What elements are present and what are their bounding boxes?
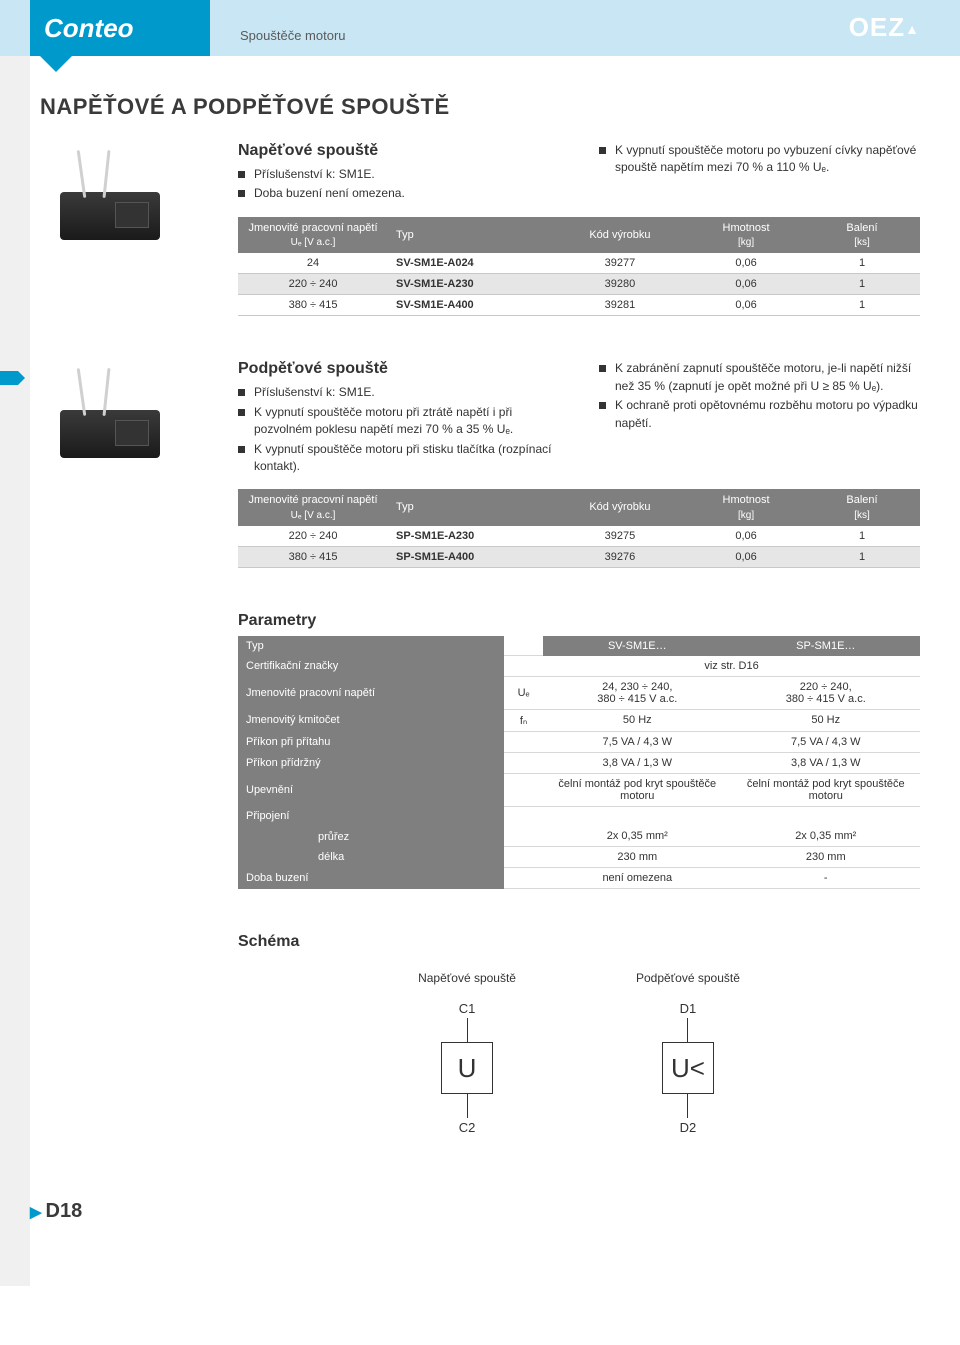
table-row: 380 ÷ 415SP-SM1E-A400392760,061	[238, 546, 920, 567]
schema-label: Napěťové spouště	[418, 971, 516, 985]
section-title: Podpěťové spouště	[238, 360, 559, 378]
table-row: 220 ÷ 240SP-SM1E-A230392750,061	[238, 526, 920, 547]
table-row: 24SV-SM1E-A024392770,061	[238, 253, 920, 274]
bullet-list: Příslušenství k: SM1E. K vypnutí spouštěč…	[238, 384, 559, 475]
section-marker-icon	[0, 371, 18, 385]
bullet-item: Příslušenství k: SM1E.	[238, 384, 559, 401]
section-title: Parametry	[238, 612, 920, 630]
table-row: Jmenovitý kmitočetfₙ50 Hz50 Hz	[238, 709, 920, 731]
bullet-item: Doba buzení není omezena.	[238, 185, 559, 202]
table-parameters: TypSV-SM1E…SP-SM1E…Certifikační značkyvi…	[238, 636, 920, 890]
table-row: Příkon přídržný3,8 VA / 1,3 W3,8 VA / 1,…	[238, 752, 920, 773]
terminal-top: D1	[636, 1001, 740, 1016]
terminal-bottom: D2	[636, 1120, 740, 1135]
product-image-voltage-release	[40, 152, 180, 252]
section-parameters: Parametry TypSV-SM1E…SP-SM1E…Certifikačn…	[238, 612, 920, 890]
bullet-item: K vypnutí spouštěče motoru při ztrátě na…	[238, 404, 559, 439]
terminal-top: C1	[418, 1001, 516, 1016]
table-row: 380 ÷ 415SV-SM1E-A400392810,061	[238, 295, 920, 316]
left-index-strip	[0, 56, 30, 1286]
table-row: Příkon při přítahu7,5 VA / 4,3 W7,5 VA /…	[238, 731, 920, 752]
table-voltage-release: Jmenovité pracovní napětí Uₑ [V a.c.] Ty…	[238, 217, 920, 317]
table-row: průřez2x 0,35 mm²2x 0,35 mm²	[238, 826, 920, 847]
page-title: NAPĚŤOVÉ A PODPĚŤOVÉ SPOUŠTĚ	[40, 94, 920, 120]
section-voltage-release: Napěťové spouště Příslušenství k: SM1E. D…	[238, 142, 920, 316]
schema-undervoltage: Podpěťové spouště D1 U< D2	[636, 971, 740, 1137]
bullet-list: K vypnutí spouštěče motoru po vybuzení c…	[599, 142, 920, 177]
section-schema: Schéma Napěťové spouště C1 U C2 Podpěťov…	[238, 933, 920, 1137]
table-row: Doba buzenínení omezena-	[238, 868, 920, 889]
triangle-icon: ▶	[30, 1204, 42, 1221]
table-row: TypSV-SM1E…SP-SM1E…	[238, 636, 920, 656]
bullet-list: K zabránění zapnutí spouštěče motoru, je…	[599, 360, 920, 432]
table-row: Jmenovité pracovní napětíUₑ24, 230 ÷ 240…	[238, 676, 920, 709]
page-number: ▶D18	[30, 1200, 82, 1223]
bullet-item: K vypnutí spouštěče motoru po vybuzení c…	[599, 142, 920, 177]
table-undervoltage-release: Jmenovité pracovní napětí Uₑ [V a.c.] Ty…	[238, 489, 920, 568]
bullet-item: K vypnutí spouštěče motoru při stisku tl…	[238, 441, 559, 476]
table-row: délka230 mm230 mm	[238, 847, 920, 868]
section-title: Schéma	[238, 933, 920, 951]
product-image-undervoltage-release	[40, 370, 180, 470]
table-row: Certifikační značkyviz str. D16	[238, 656, 920, 677]
brand-tab: Conteo	[30, 0, 210, 56]
schema-label: Podpěťové spouště	[636, 971, 740, 985]
schema-voltage: Napěťové spouště C1 U C2	[418, 971, 516, 1137]
table-row: 220 ÷ 240SV-SM1E-A230392800,061	[238, 274, 920, 295]
coil-symbol: U	[441, 1042, 493, 1094]
bullet-item: K zabránění zapnutí spouštěče motoru, je…	[599, 360, 920, 395]
section-undervoltage-release: Podpěťové spouště Příslušenství k: SM1E.…	[238, 360, 920, 568]
bullet-item: Příslušenství k: SM1E.	[238, 166, 559, 183]
table-row: Připojení	[238, 806, 920, 826]
bullet-item: K ochraně proti opětovnému rozběhu motor…	[599, 397, 920, 432]
brand-name: Conteo	[44, 13, 134, 44]
terminal-bottom: C2	[418, 1120, 516, 1135]
coil-symbol: U<	[662, 1042, 714, 1094]
header-subtitle: Spouštěče motoru	[240, 28, 346, 43]
company-logo: OEZ▲	[849, 12, 920, 43]
section-title: Napěťové spouště	[238, 142, 559, 160]
header-bar: Conteo Spouštěče motoru OEZ▲	[0, 0, 960, 56]
table-row: Upevněníčelní montáž pod kryt spouštěče …	[238, 773, 920, 806]
bullet-list: Příslušenství k: SM1E. Doba buzení není o…	[238, 166, 559, 203]
